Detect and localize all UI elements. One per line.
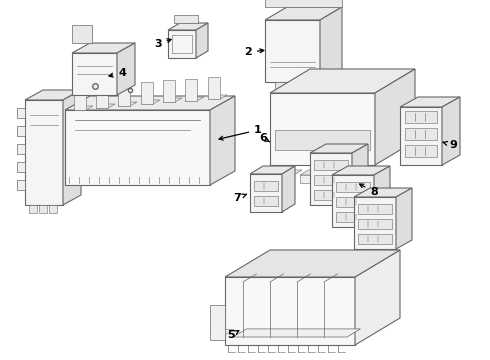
Polygon shape — [442, 97, 460, 165]
Polygon shape — [141, 100, 160, 104]
Polygon shape — [358, 219, 392, 229]
Polygon shape — [96, 104, 115, 108]
Polygon shape — [250, 174, 282, 212]
Polygon shape — [354, 197, 396, 249]
Polygon shape — [275, 130, 370, 150]
Polygon shape — [265, 7, 342, 20]
Polygon shape — [74, 106, 93, 110]
Polygon shape — [65, 96, 235, 110]
Polygon shape — [163, 98, 182, 102]
Circle shape — [276, 43, 284, 51]
Polygon shape — [17, 144, 25, 154]
Polygon shape — [65, 110, 210, 185]
Polygon shape — [332, 166, 390, 175]
Polygon shape — [168, 23, 208, 30]
Polygon shape — [118, 84, 130, 106]
Polygon shape — [72, 25, 92, 43]
Polygon shape — [278, 175, 294, 183]
Polygon shape — [358, 204, 392, 214]
Polygon shape — [254, 196, 278, 206]
Polygon shape — [400, 97, 460, 107]
Polygon shape — [405, 128, 437, 140]
Polygon shape — [254, 181, 278, 191]
Polygon shape — [208, 77, 220, 99]
Polygon shape — [300, 175, 316, 183]
Polygon shape — [168, 30, 196, 58]
Polygon shape — [344, 170, 368, 175]
Polygon shape — [63, 90, 81, 205]
Polygon shape — [141, 82, 153, 104]
Polygon shape — [210, 305, 225, 340]
Polygon shape — [163, 80, 175, 102]
Polygon shape — [396, 188, 412, 249]
Polygon shape — [208, 95, 227, 99]
Polygon shape — [17, 126, 25, 136]
Polygon shape — [17, 108, 25, 118]
Polygon shape — [17, 162, 25, 172]
Text: 3: 3 — [154, 39, 171, 49]
Polygon shape — [314, 160, 348, 170]
Polygon shape — [39, 205, 47, 213]
Polygon shape — [225, 250, 400, 277]
Text: 2: 2 — [244, 47, 264, 57]
Text: 5: 5 — [227, 330, 239, 340]
Polygon shape — [275, 82, 305, 94]
Polygon shape — [250, 166, 295, 174]
Polygon shape — [265, 0, 342, 7]
Polygon shape — [405, 111, 437, 123]
Text: 6: 6 — [259, 133, 270, 143]
Polygon shape — [17, 180, 25, 190]
Polygon shape — [310, 144, 368, 153]
Polygon shape — [355, 250, 400, 345]
Text: 1: 1 — [219, 125, 262, 140]
Circle shape — [295, 0, 305, 1]
Polygon shape — [270, 69, 415, 93]
Text: 9: 9 — [443, 140, 457, 150]
Polygon shape — [29, 205, 37, 213]
Polygon shape — [278, 170, 302, 175]
Polygon shape — [25, 90, 81, 100]
Polygon shape — [336, 197, 370, 207]
Polygon shape — [25, 100, 63, 205]
Polygon shape — [336, 182, 370, 192]
Polygon shape — [74, 88, 86, 110]
Polygon shape — [196, 23, 208, 58]
Polygon shape — [185, 79, 197, 101]
Polygon shape — [320, 7, 342, 82]
Polygon shape — [210, 96, 235, 185]
Text: 8: 8 — [360, 184, 378, 197]
Polygon shape — [72, 43, 135, 53]
Polygon shape — [314, 190, 348, 200]
Polygon shape — [332, 175, 374, 227]
Polygon shape — [185, 97, 204, 101]
Polygon shape — [210, 330, 234, 335]
Polygon shape — [322, 170, 346, 175]
Polygon shape — [282, 166, 295, 212]
Polygon shape — [310, 153, 352, 205]
Polygon shape — [336, 212, 370, 222]
Polygon shape — [314, 175, 348, 185]
Polygon shape — [354, 188, 412, 197]
Polygon shape — [72, 53, 117, 95]
Text: 4: 4 — [109, 68, 126, 78]
Polygon shape — [118, 102, 137, 106]
Text: 7: 7 — [233, 193, 246, 203]
Polygon shape — [174, 15, 198, 23]
Polygon shape — [270, 93, 375, 165]
Polygon shape — [322, 175, 338, 183]
Polygon shape — [265, 20, 320, 82]
Polygon shape — [358, 234, 392, 244]
Polygon shape — [96, 86, 108, 108]
Polygon shape — [233, 329, 361, 337]
Polygon shape — [300, 170, 324, 175]
Polygon shape — [225, 277, 355, 345]
Polygon shape — [374, 166, 390, 227]
Polygon shape — [117, 43, 135, 95]
Polygon shape — [400, 107, 442, 165]
Polygon shape — [375, 69, 415, 165]
Polygon shape — [49, 205, 57, 213]
Polygon shape — [352, 144, 368, 205]
Polygon shape — [344, 175, 360, 183]
Polygon shape — [405, 145, 437, 157]
